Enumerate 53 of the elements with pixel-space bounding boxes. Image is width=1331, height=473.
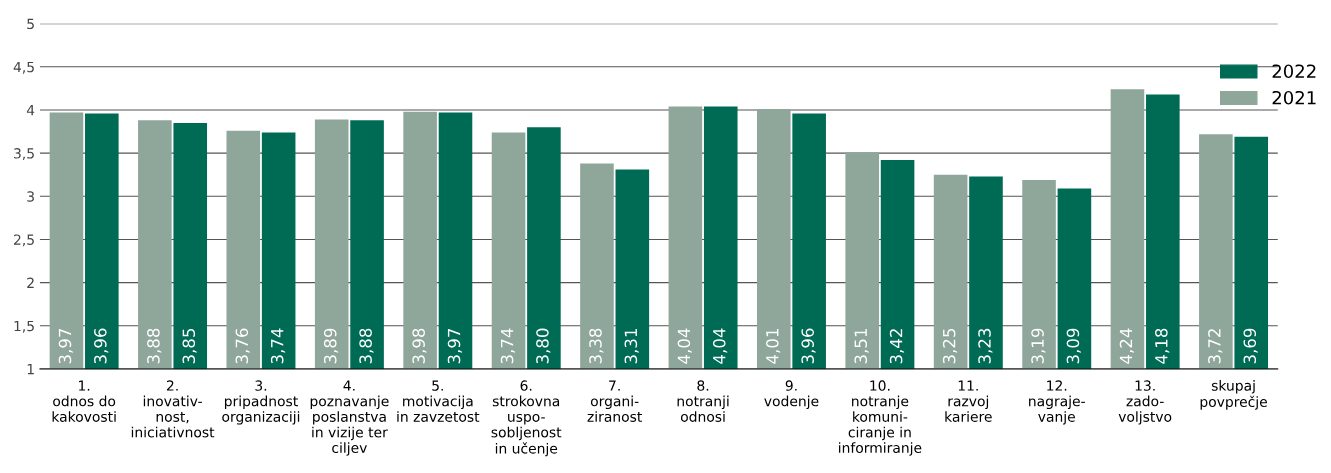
data-label: 3,88 [359, 328, 374, 364]
x-tick-label: 8. notranji odnosi [677, 380, 729, 422]
data-label: 3,72 [1208, 329, 1223, 364]
data-label: 3,85 [182, 328, 197, 364]
y-tick-label: 5 [27, 18, 34, 30]
data-label: 3,23 [978, 328, 993, 364]
y-tick-label: 1 [27, 364, 34, 375]
y-tick-label: 2,5 [14, 234, 34, 247]
data-label: 3,96 [94, 328, 109, 364]
data-label: 3,74 [500, 328, 516, 364]
x-tick-label: 7. organi- ziranost [587, 380, 642, 422]
x-tick-label: 10. notranje komuni- ciranje in informiranje [839, 380, 922, 456]
y-tick-label: 4 [26, 105, 35, 116]
data-label: 4,24 [1119, 328, 1134, 364]
x-tick-label: 1. odnos do kakovosti [52, 380, 116, 422]
legend-label: 2021 [1272, 90, 1316, 105]
data-label: 4,04 [712, 328, 728, 364]
data-label: 4,01 [766, 329, 781, 364]
data-label: 3,88 [147, 328, 162, 364]
data-label: 3,89 [323, 328, 339, 364]
data-label: 3,31 [624, 329, 639, 364]
data-label: 3,96 [801, 328, 816, 364]
data-label: 3,09 [1066, 328, 1081, 364]
data-label: 3,69 [1243, 328, 1258, 364]
x-tick-label: 9. vodenje [764, 380, 819, 410]
x-tick-label: 13. zado- voljstvo [1118, 380, 1172, 425]
data-label: 3,42 [889, 329, 905, 364]
data-label: 3,98 [412, 328, 427, 364]
data-label: 4,04 [677, 328, 692, 364]
y-tick-label: 3 [27, 191, 34, 202]
y-tick-label: 2 [27, 277, 34, 288]
y-tick-label: 4,5 [13, 61, 34, 74]
x-tick-label: 3. pripadnost organizaciji [222, 380, 300, 425]
data-label: 3,97 [58, 328, 73, 364]
data-label: 3,80 [536, 328, 551, 364]
data-label: 3,38 [589, 328, 604, 364]
data-label: 3,25 [942, 328, 958, 364]
x-tick-label: skupaj povprečje [1200, 380, 1267, 410]
x-tick-label: 5. motivacija in zavzetost [397, 380, 480, 422]
x-tick-label: 6. strokovna uspo- sobljenost in učenje [491, 380, 562, 457]
x-tick-label: 11. razvoj kariere [945, 380, 992, 422]
y-tick-label: 3,5 [14, 148, 34, 161]
legend-label: 2022 [1272, 64, 1316, 79]
x-tick-label: 2. inovativ- nost, iniciativnost [131, 380, 215, 438]
data-label: 4,18 [1155, 328, 1170, 364]
data-label: 3,76 [235, 328, 250, 364]
data-label: 3,74 [270, 328, 286, 364]
data-label: 3,51 [854, 329, 869, 364]
data-label: 3,97 [447, 328, 463, 364]
x-tick-label: 12. nagraje- vanje [1029, 380, 1085, 425]
x-tick-label: 4. poznavanje poslanstva in vizije ter ciljev [310, 380, 389, 456]
data-label: 3,19 [1031, 328, 1046, 364]
y-tick-label: 1,5 [14, 320, 34, 333]
